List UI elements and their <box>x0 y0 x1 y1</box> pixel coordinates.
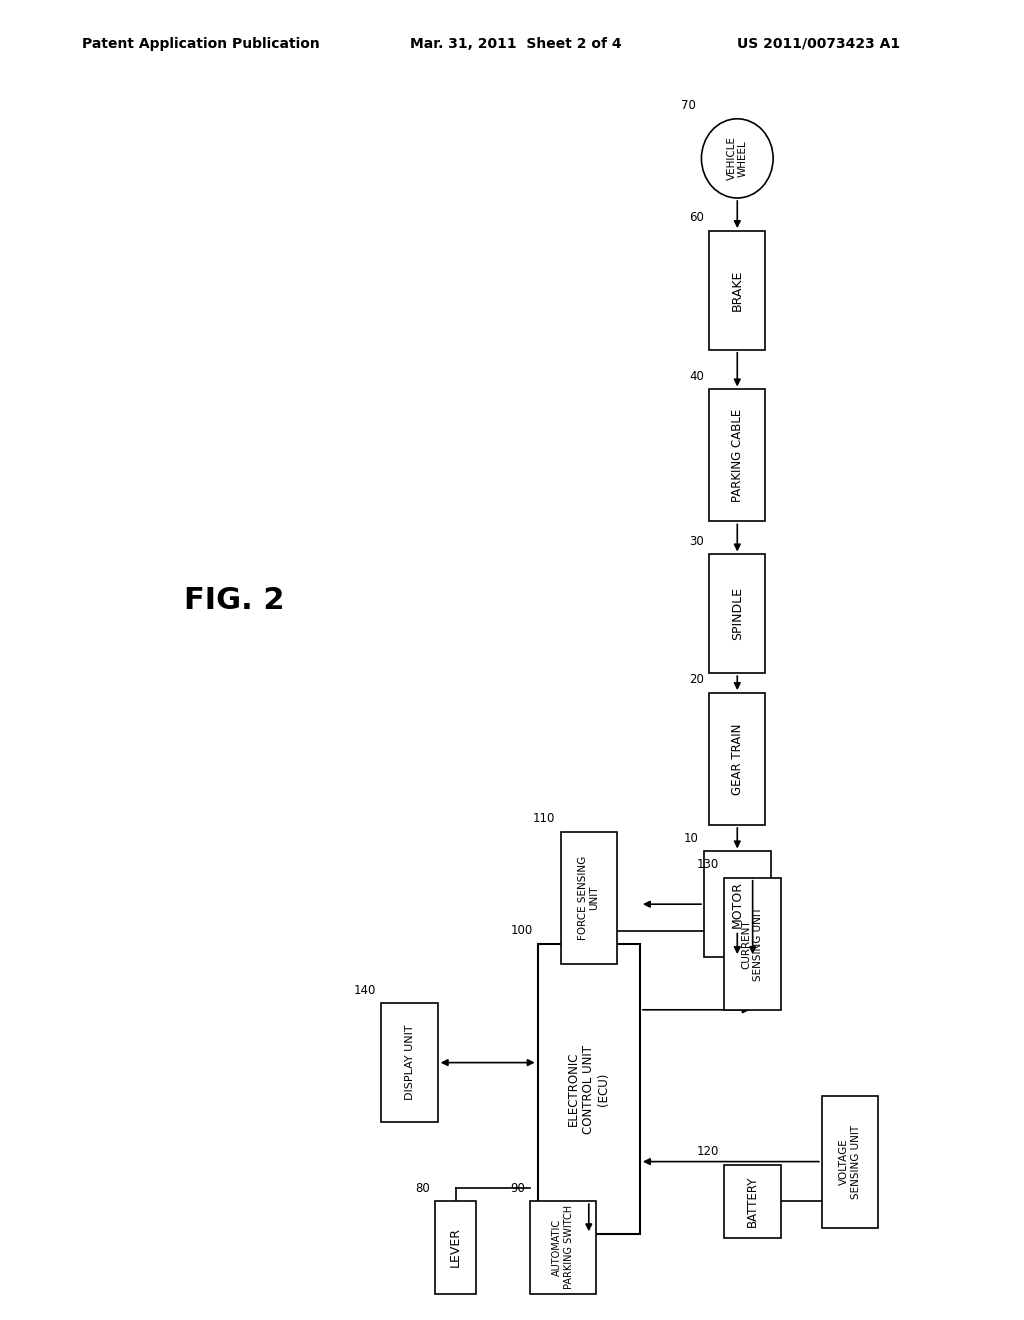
Text: 20: 20 <box>689 673 705 686</box>
FancyBboxPatch shape <box>538 944 640 1234</box>
Text: 110: 110 <box>534 812 555 825</box>
Text: VOLTAGE
SENSING UNIT: VOLTAGE SENSING UNIT <box>839 1125 861 1199</box>
Text: 70: 70 <box>681 99 696 112</box>
Text: 90: 90 <box>510 1181 525 1195</box>
Text: 10: 10 <box>684 832 698 845</box>
Text: ELECTRONIC
CONTROL UNIT
(ECU): ELECTRONIC CONTROL UNIT (ECU) <box>567 1044 610 1134</box>
FancyBboxPatch shape <box>725 1166 781 1238</box>
FancyBboxPatch shape <box>709 231 766 350</box>
Text: LEVER: LEVER <box>450 1228 462 1267</box>
Text: CURRENT
SENSING UNIT: CURRENT SENSING UNIT <box>741 907 764 981</box>
FancyBboxPatch shape <box>561 832 616 964</box>
Text: VEHICLE
WHEEL: VEHICLE WHEEL <box>726 136 749 181</box>
FancyBboxPatch shape <box>821 1096 879 1228</box>
Text: 100: 100 <box>510 924 532 937</box>
Text: Mar. 31, 2011  Sheet 2 of 4: Mar. 31, 2011 Sheet 2 of 4 <box>410 37 622 50</box>
Ellipse shape <box>701 119 773 198</box>
Text: 40: 40 <box>689 370 705 383</box>
FancyBboxPatch shape <box>381 1003 438 1122</box>
Text: PARKING CABLE: PARKING CABLE <box>731 409 743 502</box>
Text: US 2011/0073423 A1: US 2011/0073423 A1 <box>737 37 900 50</box>
Text: DISPLAY UNIT: DISPLAY UNIT <box>404 1024 415 1101</box>
Text: 120: 120 <box>697 1146 719 1159</box>
Text: 30: 30 <box>689 535 705 548</box>
Text: SPINDLE: SPINDLE <box>731 587 743 640</box>
Text: GEAR TRAIN: GEAR TRAIN <box>731 723 743 795</box>
FancyBboxPatch shape <box>709 554 766 673</box>
Text: 80: 80 <box>416 1181 430 1195</box>
FancyBboxPatch shape <box>709 389 766 521</box>
Text: BRAKE: BRAKE <box>731 269 743 312</box>
Text: 140: 140 <box>354 983 377 997</box>
FancyBboxPatch shape <box>725 878 781 1010</box>
FancyBboxPatch shape <box>705 851 770 957</box>
Text: 60: 60 <box>689 211 705 224</box>
FancyBboxPatch shape <box>530 1201 596 1294</box>
Text: FIG. 2: FIG. 2 <box>184 586 285 615</box>
Text: FORCE SENSING
UNIT: FORCE SENSING UNIT <box>578 855 600 940</box>
Text: 130: 130 <box>697 858 719 871</box>
Text: BATTERY: BATTERY <box>746 1176 759 1226</box>
Text: MOTOR: MOTOR <box>731 880 743 928</box>
Text: Patent Application Publication: Patent Application Publication <box>82 37 319 50</box>
Text: AUTOMATIC
PARKING SWITCH: AUTOMATIC PARKING SWITCH <box>552 1205 574 1290</box>
FancyBboxPatch shape <box>709 693 766 825</box>
FancyBboxPatch shape <box>435 1201 476 1294</box>
